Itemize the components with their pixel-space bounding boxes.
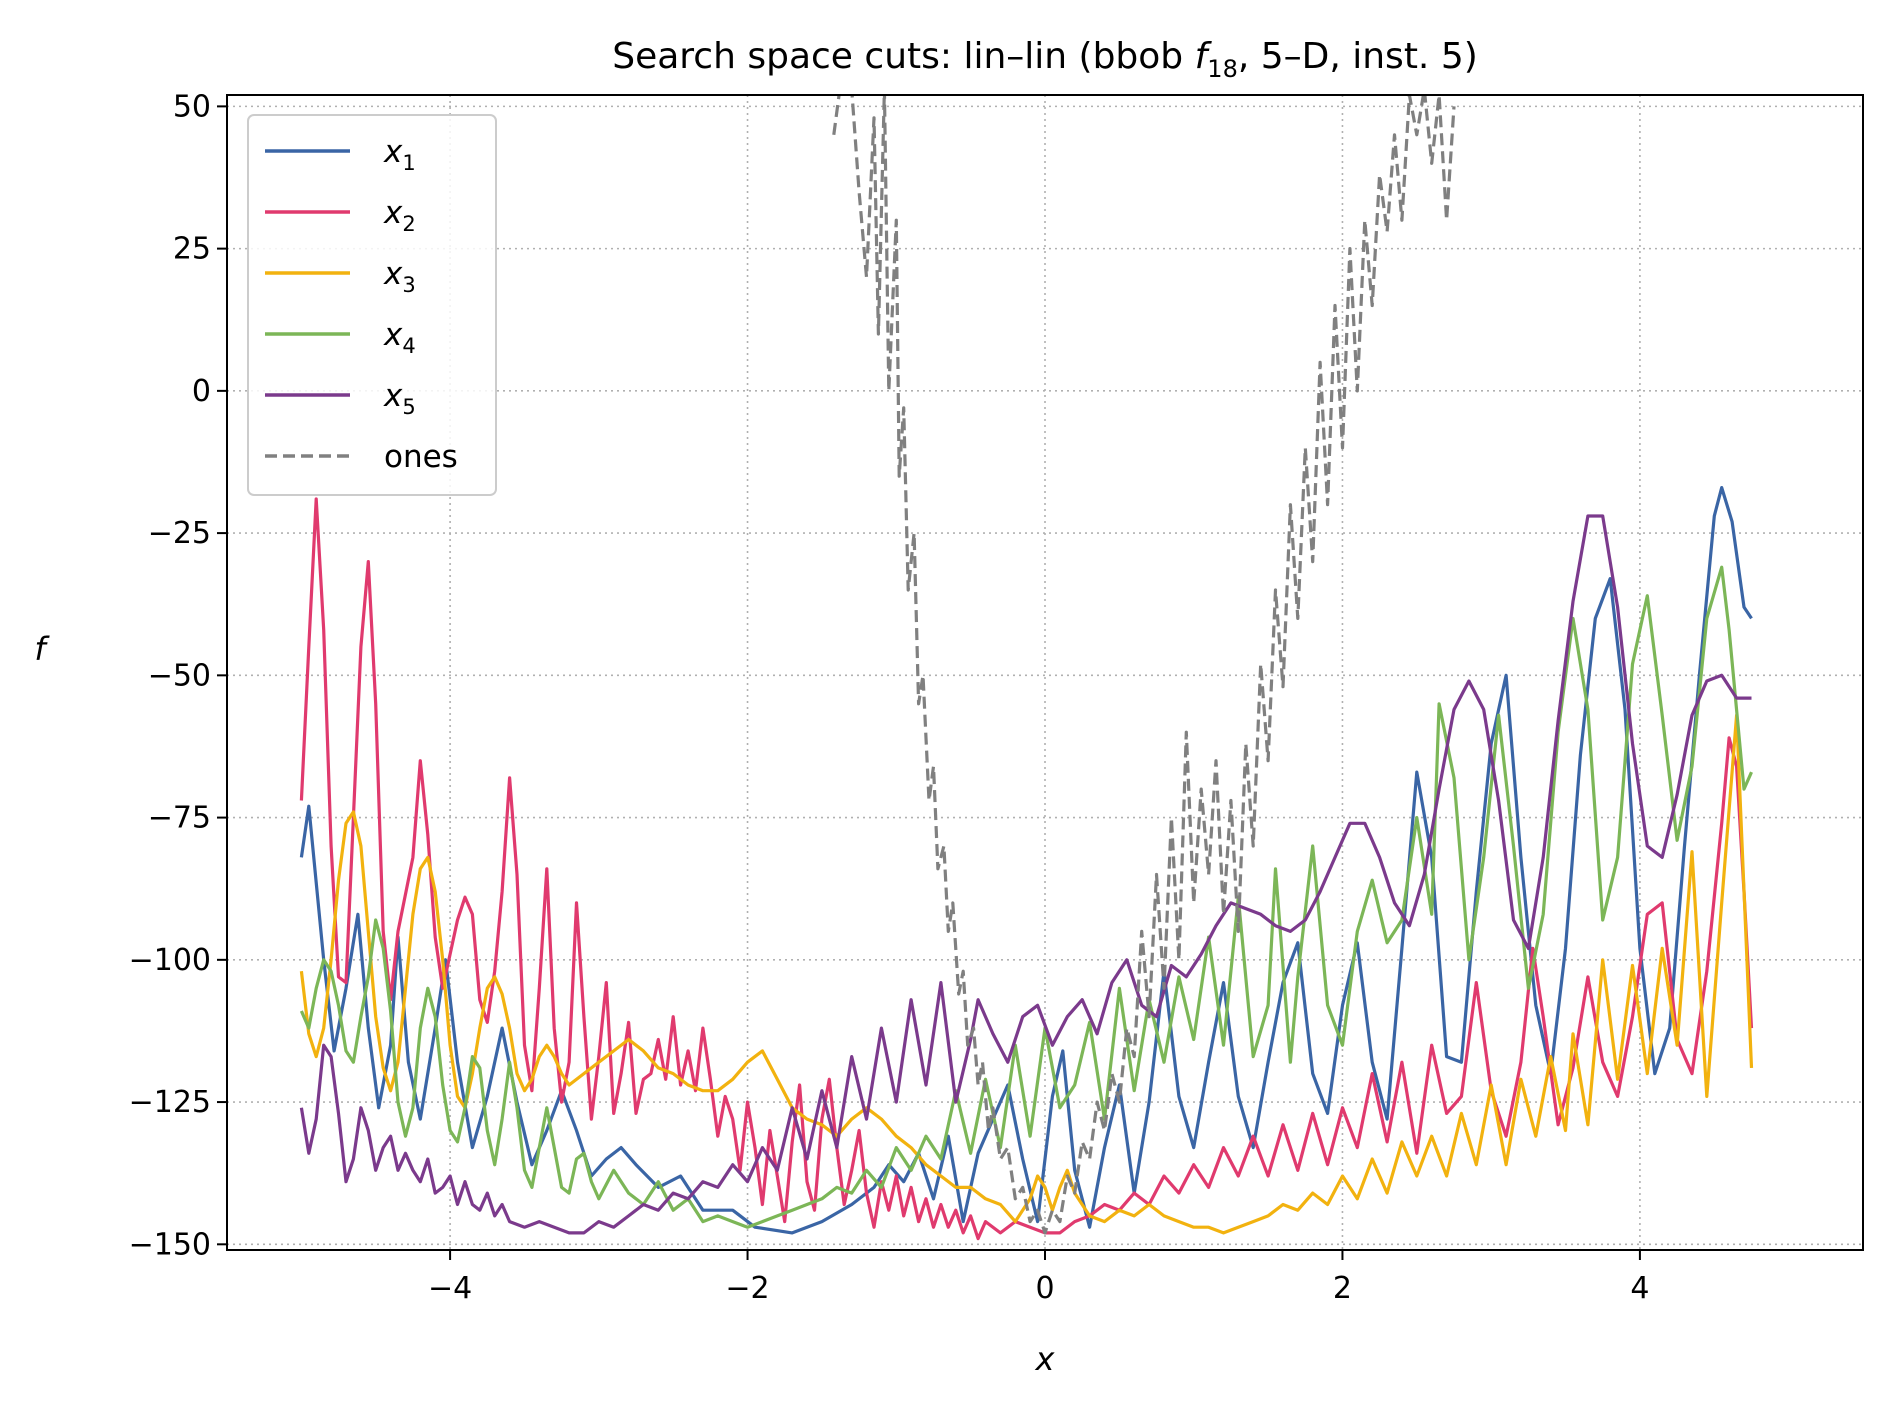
legend-label: x2 [383,195,416,236]
series-layer [299,95,1754,1241]
legend-label: x4 [383,317,416,358]
legend-label: x3 [383,256,416,297]
x-tick-label: 0 [1035,1271,1054,1306]
y-tick-label: −50 [148,658,211,693]
series-line-1 [299,486,1753,1235]
y-tick-label: −150 [129,1227,211,1262]
legend-label: x5 [383,378,416,419]
y-tick-label: 25 [173,232,211,267]
grid-lines [227,95,1863,1250]
legend-label: x1 [383,134,416,175]
x-tick-label: −4 [428,1271,472,1306]
y-tick-label: −100 [129,943,211,978]
y-tick-label: −125 [129,1085,211,1120]
y-tick-label: 0 [192,374,211,409]
x-tick-label: 2 [1333,1271,1352,1306]
chart-title: Search space cuts: lin–lin (bbob f18, 5–… [612,36,1478,83]
axis-ticks: −4 −2 0 2 4 −150 −125 −100 −75 −50 −25 0 25 50 [129,89,1650,1306]
series-line-2 [299,497,1754,1241]
series-line-4 [299,565,1753,1229]
legend: x1 x2 x3 x4 x5 ones [247,114,497,496]
x-tick-label: 4 [1630,1271,1649,1306]
x-tick-label: −2 [725,1271,769,1306]
legend-box [247,114,497,496]
y-tick-label: −25 [148,516,211,551]
legend-label: ones [384,439,458,475]
y-tick-label: −75 [148,801,211,836]
y-tick-label: 50 [173,89,211,124]
x-axis-label: x [1035,1340,1056,1378]
series-line-5 [299,514,1752,1235]
